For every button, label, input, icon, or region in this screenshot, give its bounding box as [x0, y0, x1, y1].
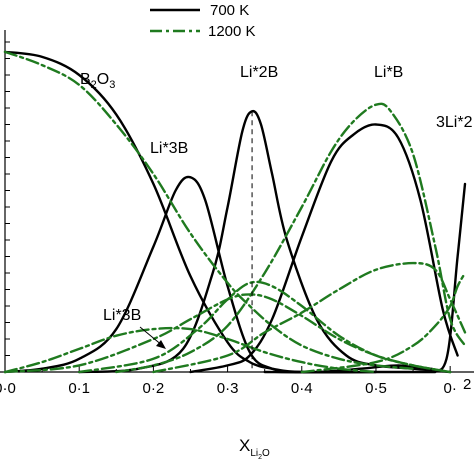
series-line-700k-4	[263, 182, 467, 374]
x-tick-label: 0·3	[217, 380, 239, 397]
x-axis-label: XLi2O	[239, 436, 270, 461]
annotation-arrowhead	[156, 340, 166, 349]
series-line-700k-1	[3, 175, 378, 374]
series-line-1200k-8	[78, 280, 452, 374]
x-tick-label: 0·5	[365, 380, 387, 397]
legend-label-700k: 700 K	[210, 2, 249, 19]
x-tick-label: 0·1	[68, 380, 90, 397]
legend-label-1200k: 1200 K	[208, 23, 256, 40]
svg-text:XLi2O: XLi2O	[239, 436, 270, 461]
series-line-1200k-10	[115, 102, 467, 374]
legend: 700 K 1200 K	[150, 2, 256, 40]
series-line-700k-3	[189, 123, 459, 374]
annotation-li3b-lower: Li*3B	[103, 307, 141, 324]
annotation-li3b-upper: Li*3B	[150, 140, 188, 157]
series-line-700k-0	[3, 50, 437, 374]
series-line-1200k-11	[300, 271, 467, 374]
annotation-edge-2: 2	[463, 376, 471, 393]
annotation-3li2b: 3Li*2	[436, 114, 473, 131]
annotation-li2b: Li*2B	[240, 64, 278, 81]
annotation-b2o3: B2O3	[80, 71, 115, 91]
annotation-lib: Li*B	[374, 64, 403, 81]
x-tick-label: 0·2	[143, 380, 165, 397]
series-line-1200k-5	[3, 50, 415, 370]
x-tick-label: 0·0	[0, 380, 16, 397]
series-line-1200k-9	[152, 261, 467, 374]
annotations: B2O3 Li*3B Li*2B Li*B 3Li*2 Li*3B 2	[80, 64, 473, 393]
x-tick-labels: 0·0 0·1 0·2 0·3 0·4 0·5 0·	[0, 380, 457, 397]
x-tick-label: 0·	[443, 380, 456, 397]
series-line-1200k-7	[3, 293, 452, 374]
series-line-1200k-6	[3, 326, 378, 374]
series-layer	[3, 50, 467, 374]
x-tick-label: 0·4	[291, 380, 313, 397]
